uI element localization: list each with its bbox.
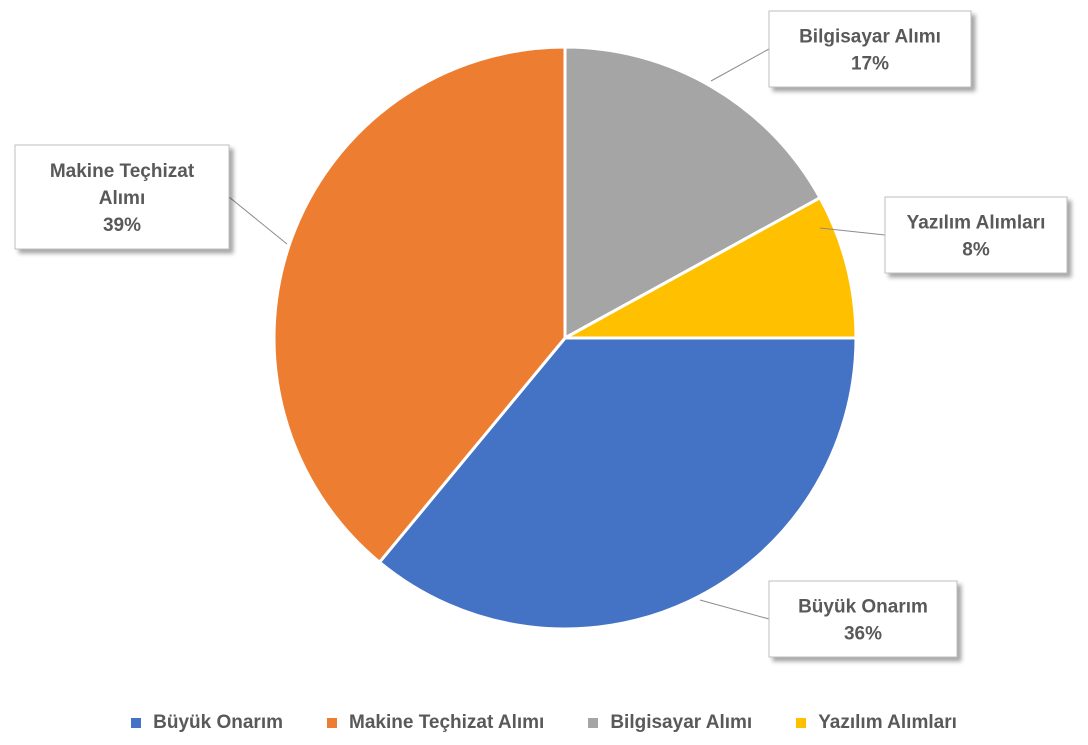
- callout-label: Makine Teçhizat: [50, 161, 195, 182]
- callout-label: Alımı: [99, 188, 145, 209]
- callout-percent: 17%: [851, 54, 889, 75]
- legend-swatch: [131, 718, 142, 728]
- callout-leader-line: [819, 227, 886, 236]
- callout-leader-line: [228, 196, 288, 245]
- data-label-callout: Büyük Onarım 36%: [699, 580, 958, 658]
- callout-leader-line: [699, 599, 770, 620]
- legend-item-makine-techizat-alimi: Makine Teçhizat Alımı: [327, 712, 544, 734]
- callout-label: Bilgisayar Alımı: [799, 27, 941, 48]
- legend-swatch: [588, 718, 599, 728]
- pie-slice-0: [377, 336, 858, 631]
- pie-slice-2: [563, 45, 823, 341]
- data-label-callout: Makine Teçhizat Alımı 39%: [14, 144, 288, 250]
- callout-label: Büyük Onarım: [798, 597, 928, 618]
- callout-box: [884, 196, 1068, 274]
- legend-label: Makine Teçhizat Alımı: [349, 712, 545, 733]
- callout-percent: 39%: [103, 215, 141, 236]
- legend-swatch: [327, 718, 337, 728]
- data-label-callout: Bilgisayar Alımı 17%: [710, 10, 972, 88]
- data-label-callout: Yazılım Alımları 8%: [819, 196, 1068, 274]
- callout-box: [768, 580, 958, 658]
- callout-box: [14, 144, 230, 250]
- legend-item-buyuk-onarim: Büyük Onarım: [131, 712, 283, 734]
- callout-percent: 36%: [844, 624, 882, 645]
- legend-swatch: [796, 718, 807, 728]
- legend-label: Büyük Onarım: [153, 712, 283, 733]
- callout-box: [768, 10, 972, 88]
- callout-label: Yazılım Alımları: [907, 213, 1046, 234]
- pie-slice-1: [272, 45, 567, 565]
- legend-item-yazilim-alimlari: Yazılım Alımları: [796, 712, 957, 734]
- legend-label: Yazılım Alımları: [818, 712, 957, 733]
- callout-leader-line: [710, 48, 770, 82]
- legend-label: Bilgisayar Alımı: [610, 712, 753, 733]
- pie-slice-3: [564, 195, 858, 340]
- chart-legend: Büyük Onarım Makine Teçhizat Alımı Bilgi…: [0, 712, 1088, 734]
- legend-item-bilgisayar-alimi: Bilgisayar Alımı: [588, 712, 752, 734]
- callout-percent: 8%: [962, 240, 990, 261]
